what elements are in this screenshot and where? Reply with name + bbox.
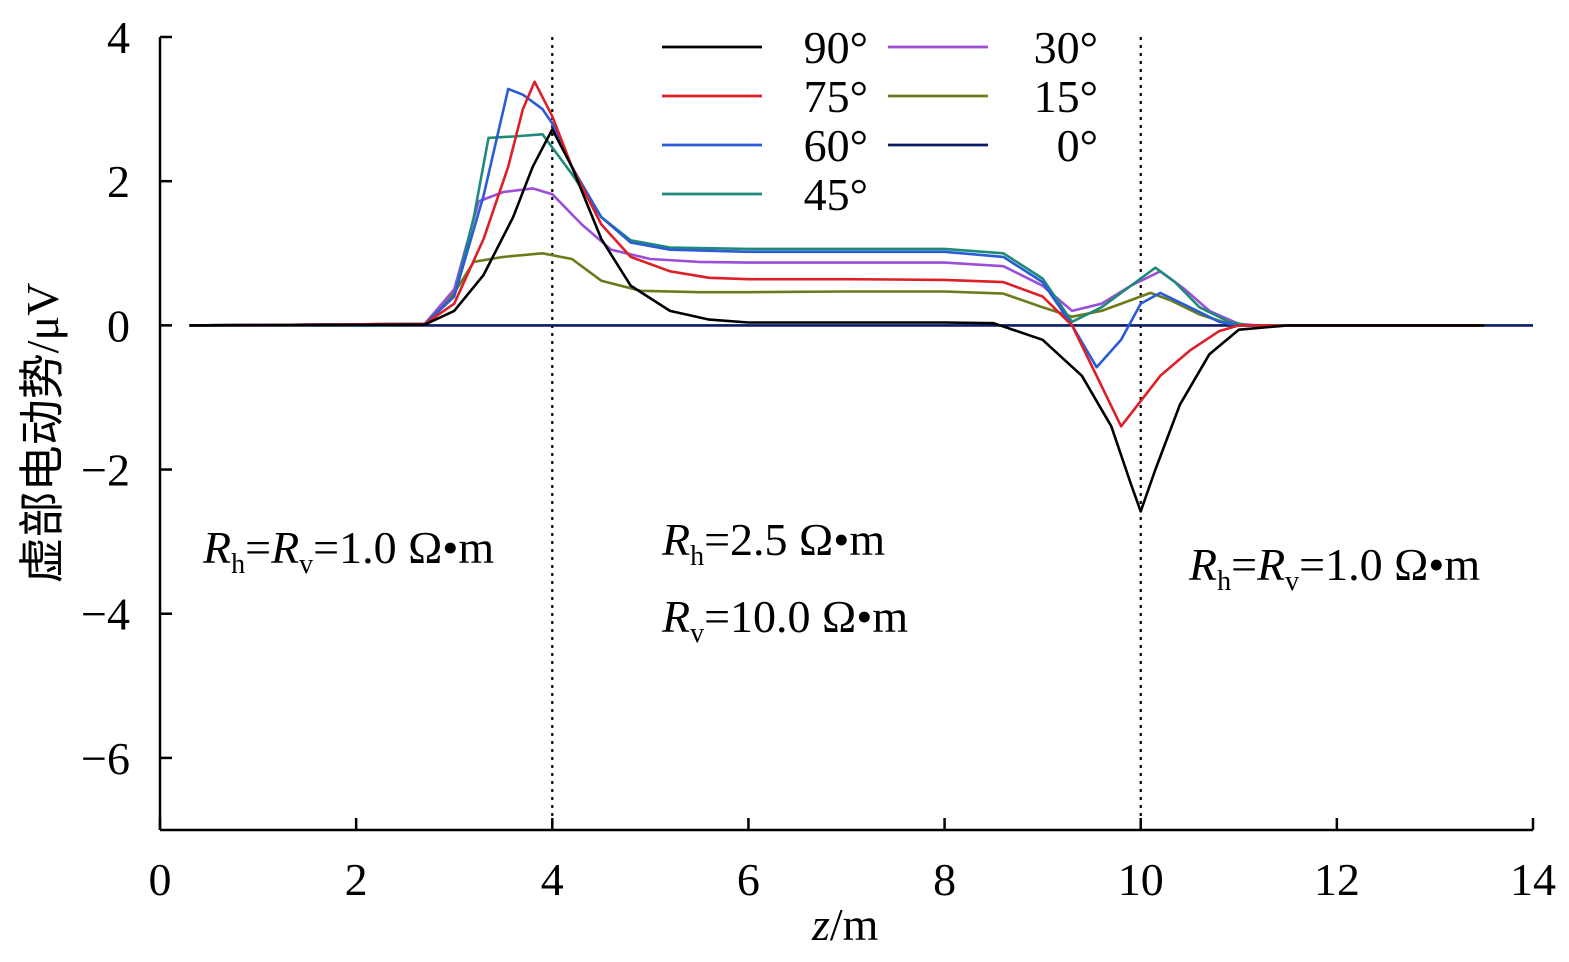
annotation-text: Rh=Rv=1.0 Ω•m bbox=[202, 522, 494, 580]
x-tick-label: 8 bbox=[933, 854, 956, 905]
legend-item: 90° bbox=[662, 22, 868, 73]
series-line-90deg bbox=[189, 128, 1484, 513]
y-tick-label: −6 bbox=[81, 733, 130, 784]
annotation-text: Rh=2.5 Ω•m bbox=[661, 514, 885, 572]
x-tick-label: 2 bbox=[345, 854, 368, 905]
series-line-45deg bbox=[189, 133, 1484, 327]
legend-label: 75° bbox=[804, 71, 868, 122]
annotations: Rh=Rv=1.0 Ω•m Rh=2.5 Ω•m Rv=10.0 Ω•m Rh=Rv=… bbox=[202, 514, 1480, 649]
axes bbox=[158, 37, 1533, 832]
y-axis-title: 虚部电动势/μV bbox=[17, 283, 68, 584]
x-tick-label: 14 bbox=[1510, 854, 1556, 905]
series-line-60deg bbox=[189, 87, 1484, 369]
series-line-75deg bbox=[189, 80, 1484, 428]
x-tick-label: 10 bbox=[1118, 854, 1164, 905]
legend-item: 0° bbox=[888, 120, 1098, 171]
legend-label: 60° bbox=[804, 120, 868, 171]
y-tick-label: 4 bbox=[107, 12, 130, 63]
annotation-text: Rv=10.0 Ω•m bbox=[661, 591, 908, 649]
legend-item: 60° bbox=[662, 120, 868, 171]
x-axis-title: z/m bbox=[811, 899, 879, 950]
x-ticks: 0 2 4 6 8 10 12 14 bbox=[149, 818, 1556, 905]
y-tick-label: 2 bbox=[107, 156, 130, 207]
x-tick-label: 0 bbox=[149, 854, 172, 905]
legend-item: 30° bbox=[888, 22, 1098, 73]
legend-item: 15° bbox=[888, 71, 1098, 122]
x-axis-variable: z bbox=[811, 899, 830, 950]
y-tick-label: −2 bbox=[81, 445, 130, 496]
x-axis-unit: /m bbox=[830, 899, 879, 950]
plot-series bbox=[189, 80, 1533, 513]
legend-label: 15° bbox=[1034, 71, 1098, 122]
legend-label: 30° bbox=[1034, 22, 1098, 73]
legend-item: 75° bbox=[662, 71, 868, 122]
x-tick-label: 12 bbox=[1314, 854, 1360, 905]
y-ticks: 4 2 0 −2 −4 −6 bbox=[81, 12, 172, 784]
y-tick-label: −4 bbox=[81, 589, 130, 640]
series-line-15deg bbox=[189, 252, 1484, 327]
y-tick-label: 0 bbox=[107, 300, 130, 351]
legend-item: 45° bbox=[662, 169, 868, 220]
annotation-text: Rh=Rv=1.0 Ω•m bbox=[1188, 539, 1480, 597]
legend: 90°75°60°45° 30°15°0° bbox=[662, 22, 1098, 220]
x-tick-label: 6 bbox=[737, 854, 760, 905]
series-line-30deg bbox=[189, 187, 1484, 327]
legend-label: 90° bbox=[804, 22, 868, 73]
legend-label: 0° bbox=[1057, 120, 1098, 171]
x-tick-label: 4 bbox=[541, 854, 564, 905]
legend-label: 45° bbox=[804, 169, 868, 220]
